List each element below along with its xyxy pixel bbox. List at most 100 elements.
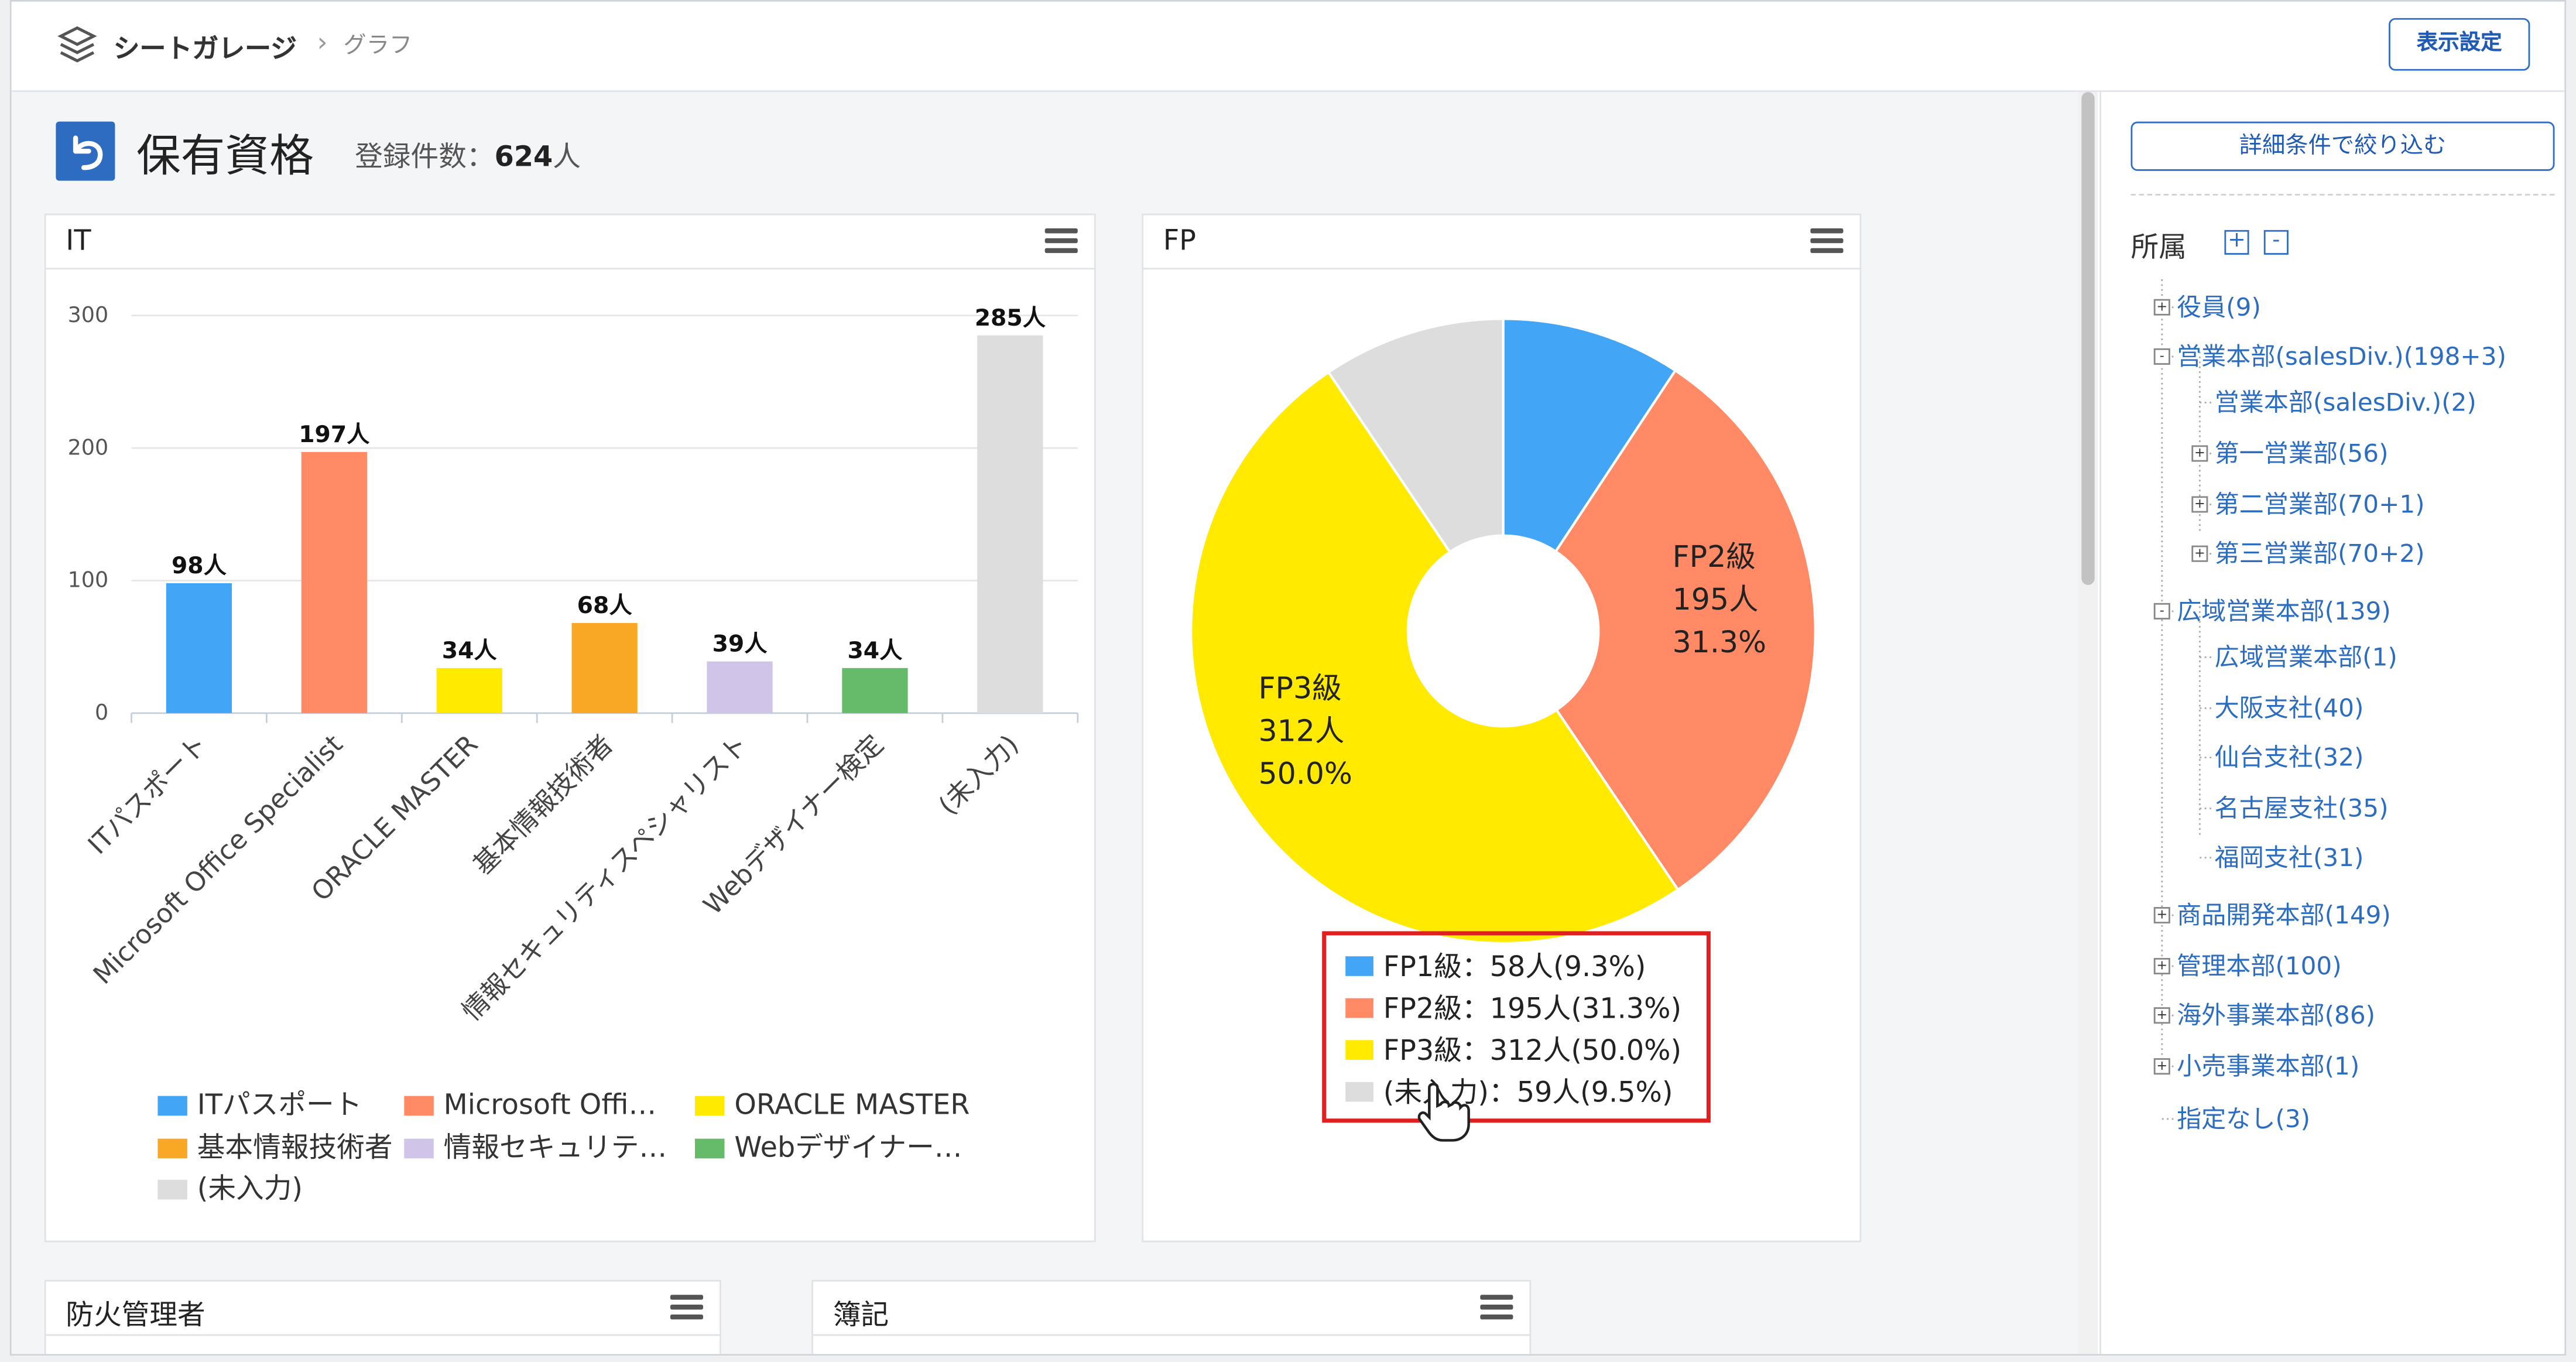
app-window: シートガレージ › グラフ 表示設定 保有資格 登録件数：624人 IT 0 10…: [9, 0, 2567, 1356]
it-chart-panel: IT 0 100 200 300 98人 ITパスポート 197人 Microsoft Off…: [44, 213, 1096, 1243]
it-chart-menu-button[interactable]: [1044, 228, 1078, 255]
fp3-slice-label: 50.0%: [1258, 757, 1352, 791]
bar-2: [301, 451, 367, 713]
legend-swatch: [1345, 1040, 1373, 1060]
hamburger-menu-icon: [1810, 228, 1844, 234]
x-category-label: Microsoft Office Specialist: [87, 728, 349, 990]
tree-item[interactable]: 営業本部(salesDiv.)(198+3): [2177, 341, 2506, 372]
tree-item[interactable]: 営業本部(salesDiv.)(2): [2214, 388, 2476, 418]
tree-item[interactable]: 小売事業本部(1): [2177, 1051, 2360, 1082]
it-bar-chart: 0 100 200 300 98人 ITパスポート 197人 Microsoft Office…: [68, 302, 1079, 1205]
main-scrollbar[interactable]: [2078, 92, 2098, 1354]
display-settings-button[interactable]: 表示設定: [2389, 18, 2530, 71]
page-title: 保有資格: [136, 131, 314, 183]
boki-panel-title: 簿記: [833, 1299, 889, 1333]
expand-all-button[interactable]: +: [2224, 230, 2249, 255]
x-category-label: (未入力): [933, 728, 1025, 820]
hamburger-menu-icon: [1044, 228, 1078, 234]
bar-5: [707, 661, 773, 713]
tree-item[interactable]: 大阪支社(40): [2214, 693, 2364, 723]
tree-expand-toggle[interactable]: +: [2153, 957, 2170, 975]
main-content: 保有資格 登録件数：624人 IT 0 100 200 300 98人 ITパスポート 19…: [11, 92, 2098, 1354]
pie-slice-4: [1327, 317, 1505, 554]
tree-collapse-toggle[interactable]: -: [2153, 348, 2170, 365]
back-button[interactable]: [56, 121, 115, 181]
legend-swatch: [694, 1138, 725, 1159]
pie-slice-3: [1189, 370, 1680, 945]
record-count-value: 624: [494, 141, 553, 174]
detailed-filter-button[interactable]: 詳細条件で絞り込む: [2130, 121, 2555, 171]
tree-collapse-toggle[interactable]: -: [2153, 603, 2170, 620]
bar-value-label: 39人: [712, 631, 768, 658]
bar-value-label: 68人: [577, 593, 633, 619]
tree-item[interactable]: 第二営業部(70+1): [2214, 490, 2425, 519]
legend-swatch: [157, 1096, 187, 1116]
tree-item[interactable]: 第三営業部(70+2): [2214, 539, 2425, 569]
legend-label: (未入力): [197, 1173, 303, 1205]
tree-item[interactable]: 管理本部(100): [2177, 951, 2342, 981]
tree-item[interactable]: 指定なし(3): [2177, 1104, 2311, 1134]
fp-chart-menu-button[interactable]: [1810, 228, 1844, 255]
tree-title: 所属: [2130, 231, 2187, 265]
tree-expand-toggle[interactable]: +: [2191, 496, 2208, 513]
legend-swatch: [1345, 1082, 1373, 1102]
legend-swatch: [157, 1179, 187, 1200]
fire-chart-menu-button[interactable]: [670, 1295, 704, 1321]
breadcrumb-separator: ›: [317, 26, 328, 58]
fire-manager-chart-panel: 防火管理者: [44, 1279, 721, 1354]
filter-sidebar: 詳細条件で絞り込む 所属 + - + 役員(9) - 営業本部(salesDiv.)(…: [2099, 92, 2565, 1354]
legend-swatch: [404, 1138, 434, 1159]
fire-panel-header: 防火管理者: [46, 1281, 720, 1336]
legend-swatch: [1345, 956, 1373, 976]
collapse-all-button[interactable]: -: [2263, 230, 2289, 255]
back-arrow-icon: [73, 135, 103, 170]
legend-label: ORACLE MASTER: [734, 1089, 970, 1121]
tree-expand-toggle[interactable]: +: [2153, 299, 2170, 316]
tree-expand-toggle[interactable]: +: [2153, 1058, 2170, 1075]
legend-swatch: [694, 1096, 725, 1116]
boki-chart-panel: 簿記: [811, 1279, 1532, 1354]
bar-6: [842, 668, 908, 713]
tree-item[interactable]: 福岡支社(31): [2214, 843, 2364, 873]
bar-7: [977, 335, 1043, 713]
tree-item[interactable]: 名古屋支社(35): [2214, 793, 2389, 823]
tree-item[interactable]: 広域営業本部(139): [2177, 596, 2391, 627]
legend-swatch: [404, 1096, 434, 1116]
tree-expand-toggle[interactable]: +: [2153, 1007, 2170, 1024]
tree-expand-toggle[interactable]: +: [2153, 906, 2170, 924]
legend-label: FP2級：195人(31.3%): [1383, 993, 1681, 1025]
boki-panel-header: 簿記: [813, 1281, 1530, 1336]
scrollbar-thumb[interactable]: [2081, 92, 2095, 585]
record-count: 登録件数：624人: [355, 133, 581, 174]
bar-3: [436, 668, 502, 713]
legend-label: 基本情報技術者: [197, 1131, 393, 1163]
hamburger-menu-icon: [670, 1295, 704, 1300]
it-panel-title: IT: [66, 225, 91, 258]
fp2-slice-label: FP2級: [1673, 539, 1756, 574]
legend-label: ITパスポート: [197, 1089, 362, 1121]
tree-item[interactable]: 役員(9): [2177, 292, 2261, 322]
boki-chart-menu-button[interactable]: [1480, 1295, 1513, 1321]
tree-item[interactable]: 海外事業本部(86): [2177, 1000, 2376, 1031]
tree-expand-toggle[interactable]: +: [2191, 445, 2208, 462]
divider: [2130, 194, 2555, 196]
hand-pointer-shape: [1417, 1083, 1470, 1142]
tree-item[interactable]: 商品開発本部(149): [2177, 900, 2391, 930]
tree-item[interactable]: 第一営業部(56): [2214, 439, 2389, 468]
legend-label: 情報セキュリテ…: [444, 1131, 667, 1163]
x-category-label: ITパスポート: [82, 728, 214, 860]
bar-4: [571, 622, 638, 713]
tree-item[interactable]: 広域営業本部(1): [2214, 642, 2397, 672]
record-count-unit: 人: [553, 141, 581, 174]
pie-slice-1: [1502, 317, 1677, 553]
breadcrumb-app[interactable]: シートガレージ: [113, 33, 297, 64]
pie-slice-2: [1554, 368, 1817, 892]
legend-label: (未入力)：59人(9.5%): [1383, 1076, 1673, 1108]
tree-item[interactable]: 仙台支社(32): [2214, 742, 2364, 772]
bar-value-label: 197人: [299, 422, 370, 448]
fp-chart-panel: FP FP2級 195人 31.3% FP3級 312人 50.0% FP1級：58人(9.…: [1142, 213, 1862, 1243]
x-category-label: 基本情報技術者: [467, 728, 619, 881]
tree-expand-toggle[interactable]: +: [2191, 545, 2208, 562]
bar-value-label: 285人: [975, 305, 1046, 331]
